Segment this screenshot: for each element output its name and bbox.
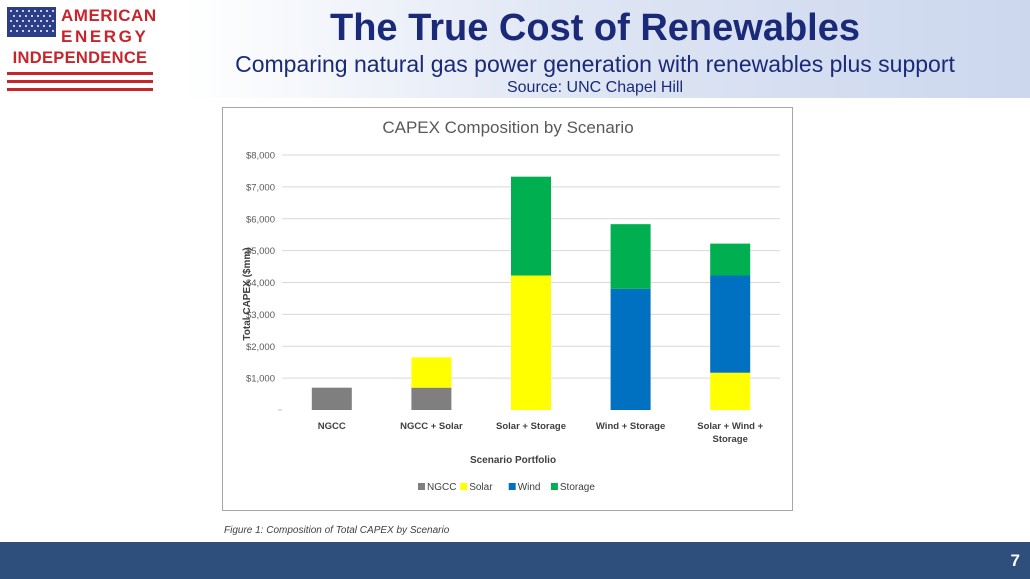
x-axis-title: Scenario Portfolio [470,455,556,466]
bar-segment-solar [511,275,551,410]
legend-label-ngcc: NGCC [427,482,456,493]
x-tick-label: Wind + Storage [596,421,665,432]
bar-segment-wind [710,275,751,373]
logo-text-independence: INDEPENDENCE [12,49,148,67]
logo-text-energy: ENERGY [61,27,149,46]
y-tick-label: $7,000 [246,182,275,193]
bar-segment-ngcc [311,387,352,410]
bar-segment-solar [710,372,751,410]
y-tick-label: $6,000 [246,214,275,225]
y-axis-title: Total CAPEX ($mm) [242,247,253,340]
bar-segment-solar [411,357,452,388]
chart-title: CAPEX Composition by Scenario [382,118,633,137]
logo-text-american: AMERICAN [61,6,157,25]
chart-frame [222,107,793,511]
x-tick-label: Solar + Storage [496,421,566,432]
capex-chart: CAPEX Composition by Scenario $1,000 $2,0… [242,118,780,493]
y-tick-label: $3,000 [246,310,275,321]
legend-label-solar: Solar [469,482,493,493]
bar-segment-storage [610,224,651,289]
page-number: 7 [1010,551,1020,570]
x-tick-label: NGCC [318,421,346,432]
legend-swatch-storage [550,483,558,490]
figure-caption: Figure 1: Composition of Total CAPEX by … [224,525,450,536]
footer-bar [0,542,1030,579]
bar-segment-wind [610,288,651,410]
x-tick-label: Storage [713,434,748,445]
source-line: Source: UNC Chapel Hill [506,79,684,96]
y-tick-label: $2,000 [246,342,275,353]
page-title: The True Cost of Renewables [330,7,860,49]
legend-label-wind: Wind [518,482,541,493]
flag-stripes-icon [7,72,153,91]
legend: NGCC Solar Wind Storage [418,482,595,493]
legend-swatch-ngcc [418,483,425,490]
y-tick-label: $4,000 [246,278,275,289]
y-tick-label: $5,000 [246,246,275,257]
us-flag-icon [7,7,56,37]
x-tick-labels: NGCC NGCC + Solar Solar + Storage Wind + St… [318,421,764,445]
header-banner: AMERICAN ENERGY INDEPENDENCE The True Co… [0,0,1030,98]
y-tick-label: $8,000 [246,151,275,162]
bar-segment-ngcc [411,387,452,410]
x-tick-label: NGCC + Solar [400,421,463,432]
legend-label-storage: Storage [560,482,595,493]
bar-segment-storage [511,176,551,276]
y-tick-labels: $1,000 $2,000 $3,000 $4,000 $5,000 $6,000 $7,0… [246,151,275,385]
legend-swatch-solar [460,483,468,490]
american-energy-independence-logo: AMERICAN ENERGY INDEPENDENCE [3,3,157,95]
y-tick-label: $1,000 [246,374,275,385]
bars [311,176,751,410]
x-tick-label: Solar + Wind + [697,421,763,432]
page-subtitle: Comparing natural gas power generation w… [235,51,955,77]
legend-swatch-wind [508,483,516,490]
bar-segment-storage [710,243,751,276]
